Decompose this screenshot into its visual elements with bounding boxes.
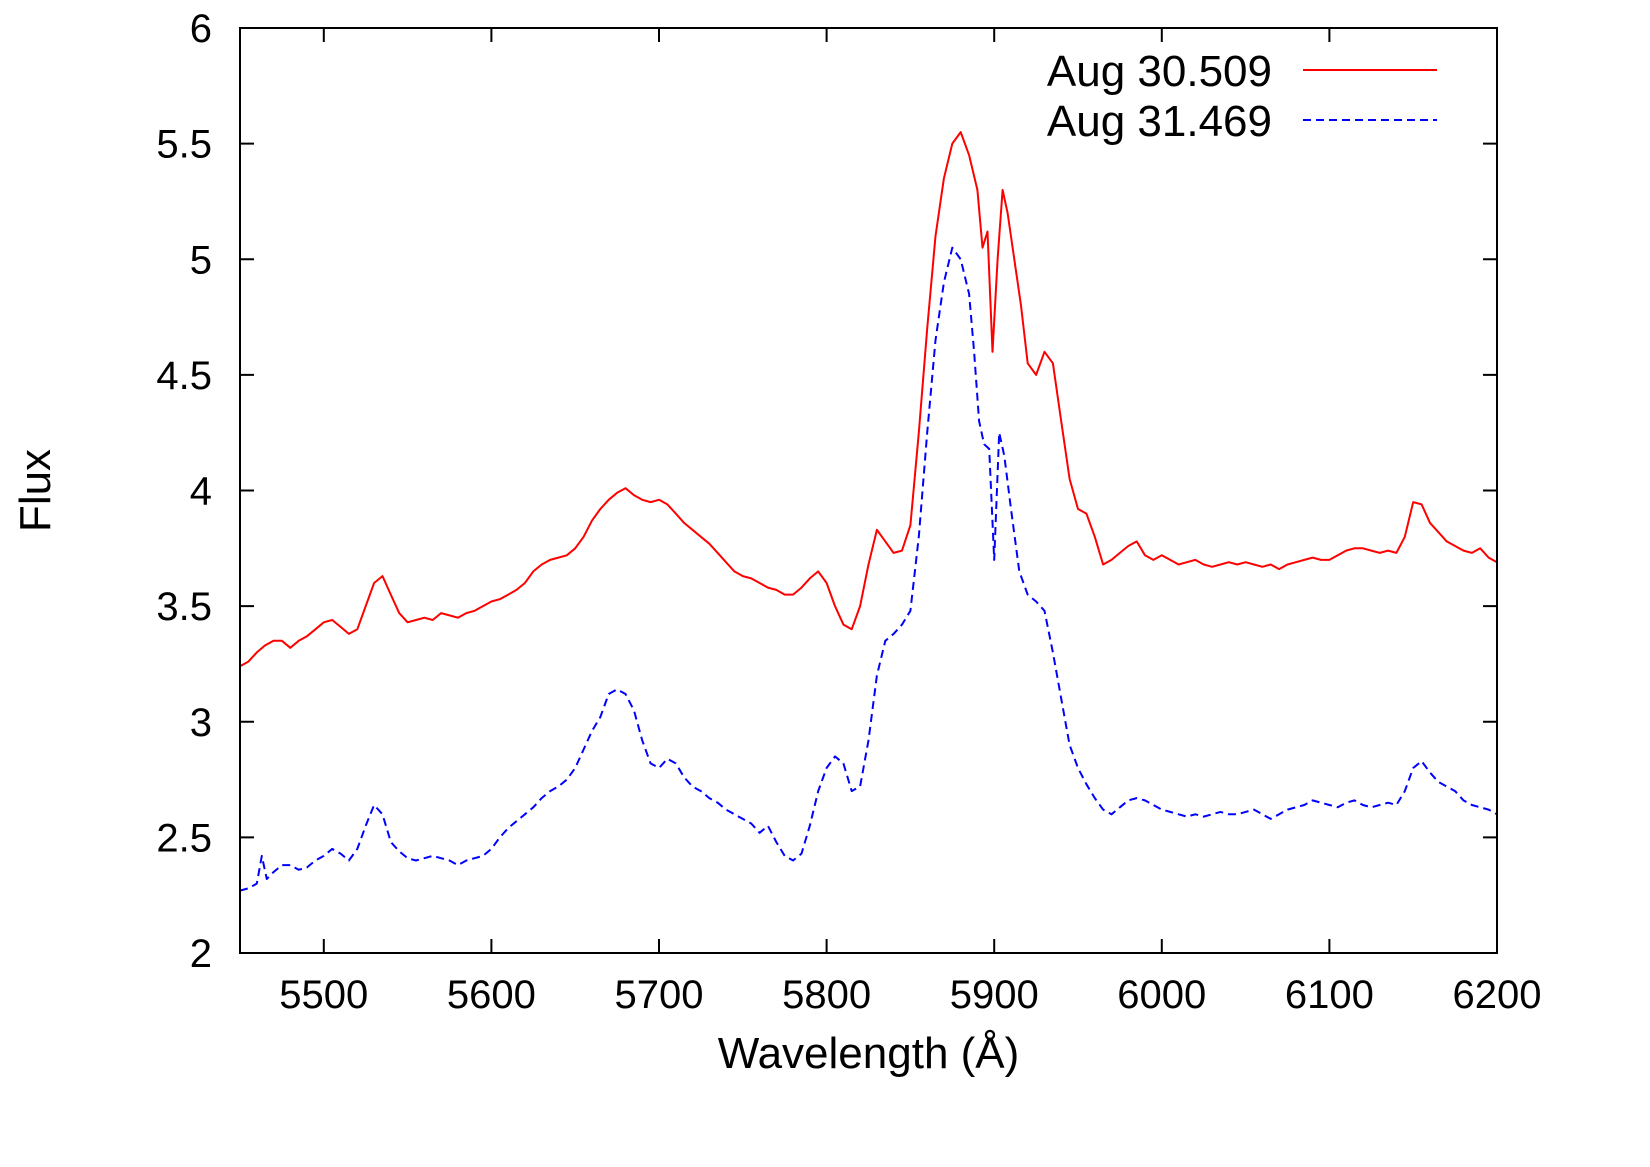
y-tick-label: 2.5 <box>156 816 212 860</box>
y-tick-label: 6 <box>190 7 212 51</box>
legend-label-1: Aug 30.509 <box>1047 47 1272 96</box>
ticks-layer: 5500 5600 5700 5800 5900 6000 6100 6200 2 2.5 3 3.5… <box>156 7 1541 1017</box>
y-tick-label: 4.5 <box>156 354 212 398</box>
x-tick-label: 5900 <box>950 973 1039 1017</box>
legend-label-2: Aug 31.469 <box>1047 97 1272 146</box>
y-tick-label: 5.5 <box>156 123 212 167</box>
x-axis-title: Wavelength (Å) <box>718 1029 1020 1078</box>
y-axis-title: Flux <box>11 449 60 532</box>
x-tick-label: 5700 <box>615 973 704 1017</box>
y-tick-label: 5 <box>190 238 212 282</box>
y-tick-label: 3 <box>190 701 212 745</box>
series-line-2 <box>239 246 1498 892</box>
y-tick-label: 3.5 <box>156 585 212 629</box>
x-tick-label: 6200 <box>1453 973 1542 1017</box>
x-tick-label: 6000 <box>1117 973 1206 1017</box>
x-tick-label: 5800 <box>782 973 871 1017</box>
series-line-1 <box>239 131 1498 668</box>
y-tick-label: 2 <box>190 932 212 976</box>
x-tick-label: 5600 <box>447 973 536 1017</box>
x-tick-label: 5500 <box>279 973 368 1017</box>
x-tick-label: 6100 <box>1285 973 1374 1017</box>
plot-frame <box>239 27 1498 954</box>
series-layer <box>239 131 1498 892</box>
y-tick-label: 4 <box>190 470 212 514</box>
